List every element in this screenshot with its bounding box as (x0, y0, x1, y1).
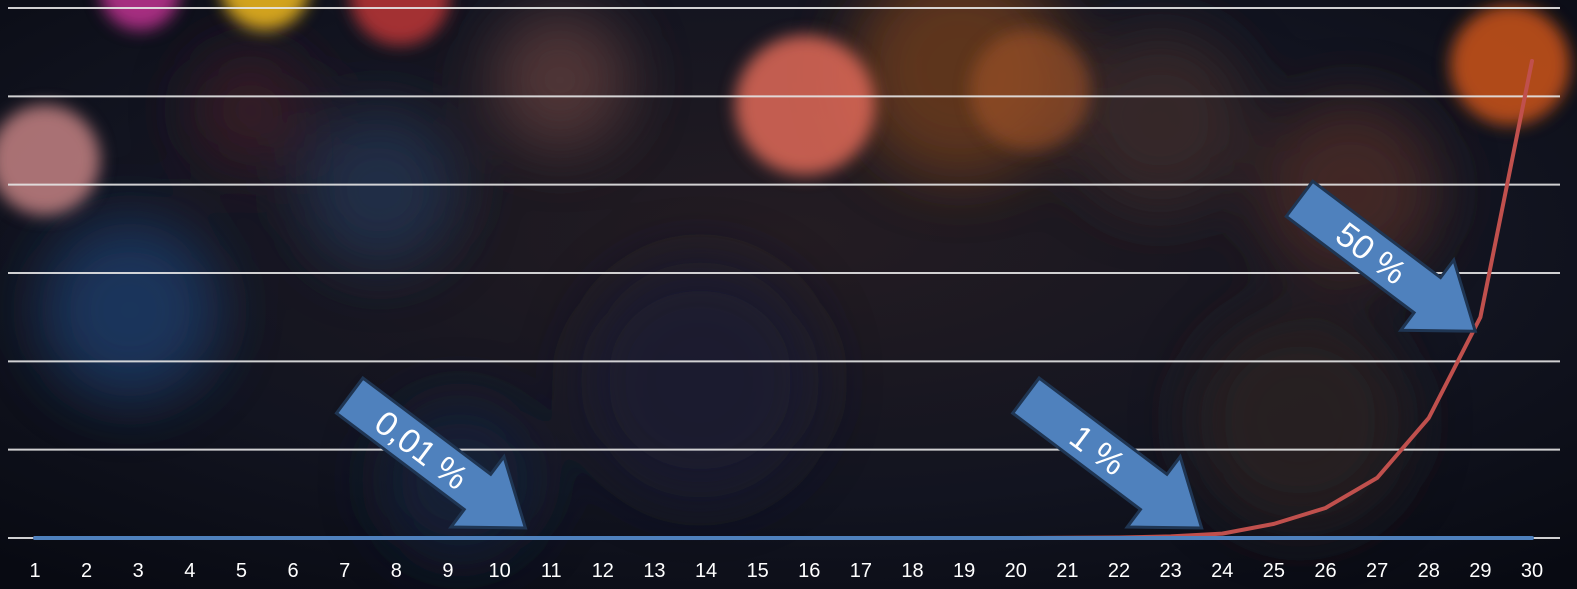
x-tick-label-14: 14 (695, 560, 717, 582)
x-tick-label-13: 13 (643, 560, 665, 582)
annotation-arrows: 0,01 % 1 % 50 % (334, 179, 1478, 530)
x-tick-label-18: 18 (901, 560, 923, 582)
x-tick-label-2: 2 (81, 560, 92, 582)
x-tick-label-16: 16 (798, 560, 820, 582)
annotation-arrow-2: 50 % (1284, 179, 1478, 333)
x-tick-label-26: 26 (1314, 560, 1336, 582)
annotation-arrow-0: 0,01 % (334, 375, 528, 530)
x-tick-label-23: 23 (1160, 560, 1182, 582)
x-tick-label-10: 10 (488, 560, 510, 582)
x-tick-label-24: 24 (1211, 560, 1233, 582)
x-tick-label-4: 4 (184, 560, 195, 582)
series-lines (33, 59, 1534, 540)
x-tick-label-1: 1 (29, 560, 40, 582)
x-tick-label-21: 21 (1056, 560, 1078, 582)
x-tick-label-7: 7 (339, 560, 350, 582)
x-tick-label-25: 25 (1263, 560, 1285, 582)
x-tick-label-19: 19 (953, 560, 975, 582)
annotation-arrow-shape-2 (1284, 179, 1478, 333)
annotation-arrow-1: 1 % (1010, 375, 1204, 530)
x-tick-label-11: 11 (541, 560, 562, 582)
x-tick-label-27: 27 (1366, 560, 1388, 582)
x-tick-label-5: 5 (236, 560, 247, 582)
x-tick-label-12: 12 (592, 560, 614, 582)
x-tick-label-17: 17 (850, 560, 872, 582)
annotation-arrow-shape-1 (1010, 375, 1204, 530)
x-tick-label-30: 30 (1521, 560, 1543, 582)
x-tick-label-3: 3 (133, 560, 144, 582)
x-tick-label-22: 22 (1108, 560, 1130, 582)
x-tick-label-9: 9 (442, 560, 453, 582)
x-tick-label-29: 29 (1469, 560, 1491, 582)
gridlines (8, 7, 1560, 539)
x-tick-label-20: 20 (1005, 560, 1027, 582)
x-tick-label-6: 6 (288, 560, 299, 582)
x-tick-label-8: 8 (391, 560, 402, 582)
series-line-0 (33, 59, 1534, 540)
annotation-arrow-shape-0 (334, 375, 528, 530)
x-tick-label-28: 28 (1418, 560, 1440, 582)
x-axis-tick-labels: 1 2 3 4 5 6 7 8 9 10 11 12 13 14 15 16 17 18 19 20 21 22 23 24 2… (29, 560, 1543, 582)
x-tick-label-15: 15 (747, 560, 769, 582)
